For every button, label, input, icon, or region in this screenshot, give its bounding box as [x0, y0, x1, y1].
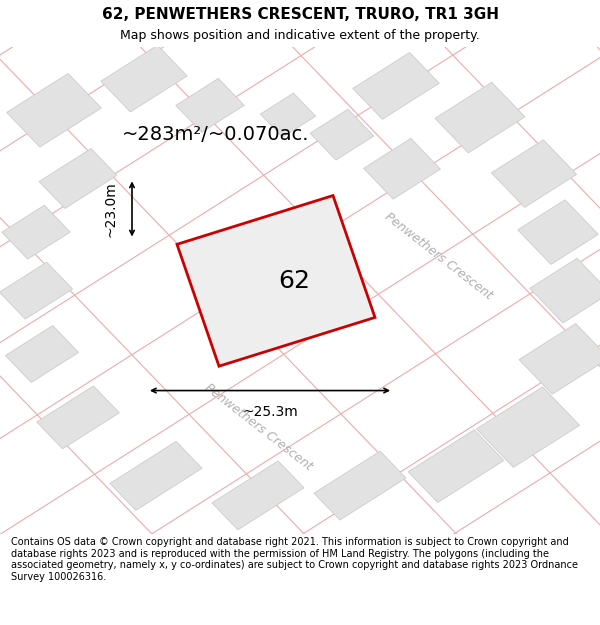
Polygon shape — [491, 140, 577, 208]
Polygon shape — [435, 82, 525, 153]
Polygon shape — [519, 324, 600, 394]
Text: 62, PENWETHERS CRESCENT, TRURO, TR1 3GH: 62, PENWETHERS CRESCENT, TRURO, TR1 3GH — [101, 7, 499, 22]
Text: Map shows position and indicative extent of the property.: Map shows position and indicative extent… — [120, 29, 480, 42]
Polygon shape — [476, 387, 580, 468]
Polygon shape — [2, 205, 70, 259]
Text: Penwethers Crescent: Penwethers Crescent — [382, 211, 494, 302]
Text: Contains OS data © Crown copyright and database right 2021. This information is : Contains OS data © Crown copyright and d… — [11, 537, 578, 582]
Polygon shape — [176, 78, 244, 132]
Text: ~25.3m: ~25.3m — [242, 405, 298, 419]
Polygon shape — [408, 430, 504, 502]
Polygon shape — [310, 109, 374, 160]
Polygon shape — [101, 45, 187, 112]
Polygon shape — [518, 200, 598, 264]
Polygon shape — [110, 441, 202, 511]
Polygon shape — [5, 326, 79, 382]
Polygon shape — [364, 138, 440, 199]
Polygon shape — [212, 461, 304, 530]
Polygon shape — [260, 93, 316, 137]
Text: ~283m²/~0.070ac.: ~283m²/~0.070ac. — [122, 125, 310, 144]
Text: ~23.0m: ~23.0m — [103, 181, 117, 237]
Polygon shape — [37, 386, 119, 449]
Polygon shape — [353, 52, 439, 119]
Polygon shape — [314, 451, 406, 520]
Text: 62: 62 — [278, 269, 310, 293]
Polygon shape — [177, 196, 375, 366]
Polygon shape — [7, 74, 101, 147]
Polygon shape — [0, 262, 73, 319]
Text: Penwethers Crescent: Penwethers Crescent — [202, 381, 314, 473]
Polygon shape — [530, 258, 600, 323]
Polygon shape — [39, 149, 117, 209]
